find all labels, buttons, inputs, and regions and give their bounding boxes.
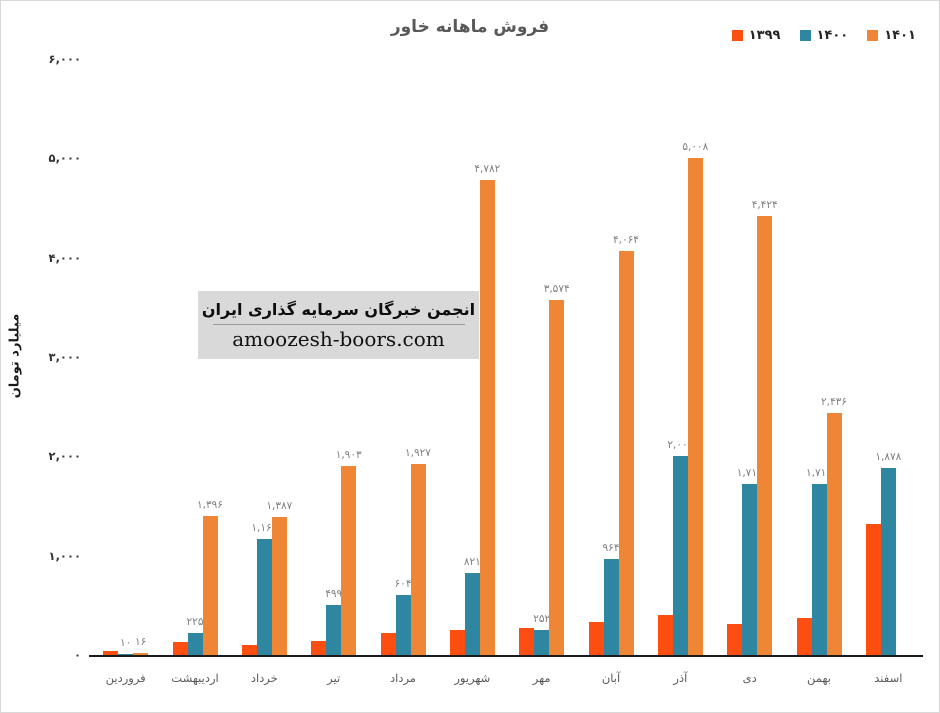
legend: ۱۳۹۹ ۱۴۰۰ ۱۴۰۱	[731, 28, 916, 43]
bar	[187, 633, 203, 655]
legend-item-1399: ۱۳۹۹	[731, 28, 781, 43]
bar	[410, 464, 426, 655]
bar	[103, 651, 119, 655]
bar	[549, 300, 565, 655]
y-axis-tick-label: ۵,۰۰۰	[48, 151, 81, 166]
legend-item-1401: ۱۴۰۱	[867, 29, 916, 42]
bar-value-label: ۴,۰۶۴	[613, 234, 639, 246]
chart-title: فروش ماهانه خاور	[390, 17, 550, 37]
bar-value-label: ۴,۴۲۴	[751, 199, 778, 211]
bar	[241, 645, 257, 655]
bar-value-label: ۲۲۵	[186, 616, 204, 628]
bar	[534, 630, 550, 655]
bar-value-label: ۴,۷۸۲	[474, 163, 501, 175]
watermark-site-line: amoozesh-boors.com	[232, 327, 445, 352]
bar	[796, 618, 812, 655]
bar	[133, 653, 149, 655]
bar-value-label: ۲۵۲	[533, 613, 551, 625]
bar	[172, 642, 188, 655]
bar-value-label: ۲,۴۳۶	[821, 396, 847, 408]
bar	[341, 466, 357, 655]
bar	[757, 216, 773, 655]
legend-label-1399: ۱۳۹۹	[748, 28, 781, 43]
bar	[826, 413, 842, 655]
bar	[811, 484, 827, 655]
y-axis-tick-label: ۰	[73, 648, 81, 662]
bar	[326, 605, 342, 655]
y-axis-tick-label: ۲,۰۰۰	[48, 449, 81, 464]
bar-value-label: ۱,۷۱۸	[806, 467, 832, 479]
watermark-org-line: انجمن خبرگان سرمایه گذاری ایران	[201, 299, 476, 319]
x-tick-label: مرداد	[390, 671, 416, 685]
bar-value-label: ۱,۹۲۷	[405, 447, 431, 459]
bar	[380, 633, 396, 655]
bar-value-label: ۱,۳۸۷	[266, 500, 293, 512]
bar	[672, 456, 688, 655]
legend-swatch-1399	[731, 30, 743, 41]
bar-value-label: ۱۰	[120, 637, 132, 649]
x-tick-label: اسفند	[874, 671, 903, 685]
bar	[657, 615, 673, 655]
bar	[687, 158, 703, 655]
bar	[256, 539, 272, 655]
bar-value-label: ۴۹۹	[325, 588, 343, 600]
y-axis-tick-label: ۶,۰۰۰	[48, 52, 81, 66]
x-tick-label: تیر	[327, 671, 341, 685]
watermark: انجمن خبرگان سرمایه گذاری ایران amoozesh…	[198, 291, 479, 359]
bar	[464, 573, 480, 655]
x-tick-label: دی	[742, 671, 757, 685]
y-axis-tick-label: ۱,۰۰۰	[48, 548, 81, 563]
bar-value-label: ۱۶	[135, 636, 147, 648]
bar-value-label: ۱,۱۶۴	[251, 522, 278, 534]
legend-item-1400: ۱۴۰۰	[799, 28, 849, 43]
bar-value-label: ۱,۹۰۳	[335, 449, 362, 461]
bar	[618, 251, 634, 655]
legend-swatch-1400	[799, 30, 811, 41]
bar-value-label: ۶۰۴	[394, 578, 412, 590]
x-tick-label: فروردین	[105, 671, 146, 685]
bar	[395, 595, 411, 655]
bar	[727, 624, 743, 655]
y-axis-tick-label: ۳,۰۰۰	[48, 350, 81, 364]
legend-label-1400: ۱۴۰۰	[816, 28, 849, 43]
bar	[519, 628, 535, 655]
bar	[603, 559, 619, 655]
bar	[118, 654, 134, 655]
bar	[271, 517, 287, 655]
bar	[588, 622, 604, 655]
x-axis-line	[89, 655, 923, 657]
bar-value-label: ۱,۸۷۸	[875, 451, 902, 463]
x-tick-label: اردیبهشت	[171, 671, 219, 685]
bar	[449, 630, 465, 655]
watermark-divider	[212, 324, 465, 326]
y-axis-tick-label: ۴,۰۰۰	[48, 250, 81, 265]
bar	[880, 468, 896, 655]
bar-value-label: ۱,۳۹۶	[197, 499, 223, 511]
x-tick-label: آبان	[601, 671, 621, 685]
x-tick-label: بهمن	[807, 671, 831, 685]
bar-value-label: ۸۲۱	[463, 556, 481, 568]
bar-value-label: ۲,۰۰۰	[667, 439, 694, 451]
x-tick-label: آذر	[673, 671, 688, 685]
x-tick-label: مهر	[532, 671, 551, 685]
bar	[202, 516, 218, 655]
bar	[865, 524, 881, 655]
legend-swatch-1401	[867, 30, 879, 41]
bar-value-label: ۳,۵۷۴	[543, 283, 570, 295]
bar-value-label: ۹۶۴	[602, 542, 620, 554]
bar	[311, 641, 327, 655]
bar-value-label: ۵,۰۰۸	[682, 141, 709, 153]
bar	[479, 180, 495, 655]
bar	[742, 484, 758, 655]
x-tick-label: خرداد	[250, 671, 278, 685]
x-tick-label: شهریور	[454, 671, 491, 685]
legend-label-1401: ۱۴۰۱	[884, 28, 916, 43]
bar-value-label: ۱,۷۱۸	[736, 467, 763, 479]
